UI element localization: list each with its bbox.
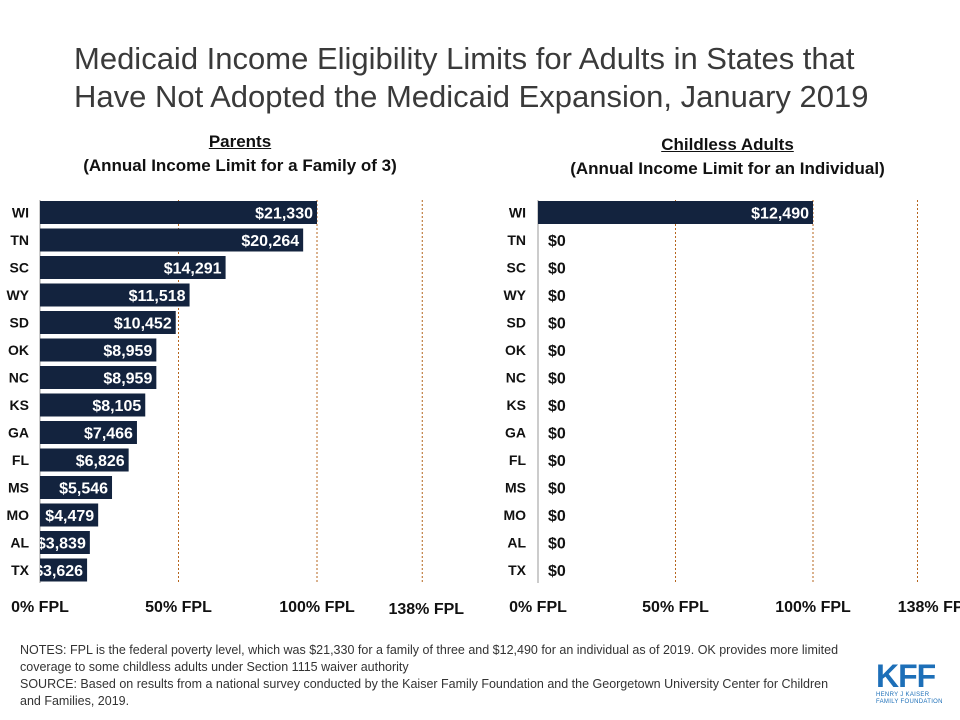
bar-value-label: $0 [548,508,566,525]
bar-value-label: $0 [548,563,566,580]
bar-value-label: $4,479 [45,508,94,525]
childless-subtitle: (Annual Income Limit for an Individual) [570,159,885,178]
fpl-tick-label: 0% FPL [11,599,69,616]
logo-mark: KFF [876,658,936,694]
category-label: SC [10,260,29,276]
bar-value-label: $8,959 [103,371,152,388]
category-label: TX [508,562,527,578]
bar-value-label: $5,546 [59,481,108,498]
fpl-tick-label: 138% FPL [388,601,464,618]
category-label: WY [503,287,526,303]
bar-value-label: $3,626 [34,563,83,580]
bar-value-label: $0 [548,233,566,250]
fpl-tick-label: 0% FPL [509,599,567,616]
fpl-tick-label: 100% FPL [279,599,355,616]
bar [40,503,99,527]
bar-value-label: $0 [548,426,566,443]
fpl-tick-label: 138% FPL [898,599,960,616]
bar [40,283,190,307]
bar-value-label: $0 [548,398,566,415]
fpl-tick-label: 50% FPL [642,599,709,616]
bar-value-label: $20,264 [241,233,299,250]
bar [40,366,157,389]
category-label: FL [509,452,527,468]
category-label: NC [9,370,29,386]
fpl-tick-label: 100% FPL [775,599,851,616]
category-label: GA [8,425,29,441]
bar-charts: 0% FPL 50% FPL 100% FPL 138% FPL WI $21,330 TN… [6,200,960,618]
bar-value-label: $3,839 [37,536,86,553]
category-label: TN [507,232,526,248]
category-label: FL [12,452,30,468]
bar-value-label: $0 [548,536,566,553]
bar [538,201,813,224]
bar-value-label: $8,959 [103,343,152,360]
childless-header: Childless Adults (Annual Income Limit fo… [520,133,935,181]
title-line-1: Medicaid Income Eligibility Limits for A… [74,41,855,76]
bar-value-label: $0 [548,371,566,388]
logo-sub-2: FAMILY FOUNDATION [876,699,943,705]
parents-title: Parents [208,132,272,151]
category-label: MS [505,480,526,496]
category-label: OK [8,342,29,358]
bar-value-label: $10,452 [114,316,172,333]
category-label: NC [506,370,526,386]
bar-value-label: $11,518 [129,288,186,305]
category-label: KS [10,397,29,413]
bar [40,256,226,279]
category-label: MO [6,507,29,523]
bar [40,311,176,334]
childless-chart: 0% FPL 50% FPL 100% FPL 138% FPL WI $12,490 TN… [503,200,960,616]
bar-value-label: $0 [548,261,566,278]
category-label: KS [507,397,526,413]
bar-value-label: $0 [548,343,566,360]
childless-title: Childless Adults [661,135,794,154]
bar-value-label: $14,291 [164,261,222,278]
bar-value-label: $0 [548,288,566,305]
category-label: WY [6,287,29,303]
category-label: AL [507,535,526,551]
chart-title: Medicaid Income Eligibility Limits for A… [74,40,934,116]
title-line-2: Have Not Adopted the Medicaid Expansion,… [74,79,869,114]
category-label: SD [10,315,29,331]
parents-chart: 0% FPL 50% FPL 100% FPL 138% FPL WI $21,330 TN… [6,200,464,618]
bar [40,421,137,444]
bar-value-label: $21,330 [255,206,313,223]
category-label: MO [503,507,526,523]
notes: NOTES: FPL is the federal poverty level,… [20,642,840,710]
category-label: TN [10,232,29,248]
bar-value-label: $0 [548,316,566,333]
notes-text: NOTES: FPL is the federal poverty level,… [20,643,839,674]
bar [40,476,113,499]
bar [40,338,157,362]
category-label: GA [505,425,526,441]
category-label: TX [11,562,30,578]
bar-value-label: $0 [548,481,566,498]
bar [40,448,129,472]
category-label: WI [509,205,526,221]
category-label: SD [507,315,526,331]
bar-value-label: $0 [548,453,566,470]
bar [40,558,88,582]
bar [40,393,146,417]
category-label: WI [12,205,29,221]
parents-header: Parents (Annual Income Limit for a Famil… [30,130,450,178]
bar-value-label: $6,826 [76,453,125,470]
source-text: SOURCE: Based on results from a national… [20,677,829,708]
bar-value-label: $12,490 [751,206,809,223]
kff-logo: KFF HENRY J KAISER FAMILY FOUNDATION [876,660,946,708]
bar [40,228,304,252]
category-label: MS [8,480,29,496]
logo-sub-1: HENRY J KAISER [876,692,930,698]
category-label: AL [10,535,29,551]
category-label: OK [505,342,526,358]
bar-value-label: $8,105 [92,398,141,415]
parents-subtitle: (Annual Income Limit for a Family of 3) [83,156,397,175]
bar [40,531,90,554]
fpl-tick-label: 50% FPL [145,599,212,616]
bar-value-label: $7,466 [84,426,133,443]
category-label: SC [507,260,526,276]
bar [40,201,317,224]
